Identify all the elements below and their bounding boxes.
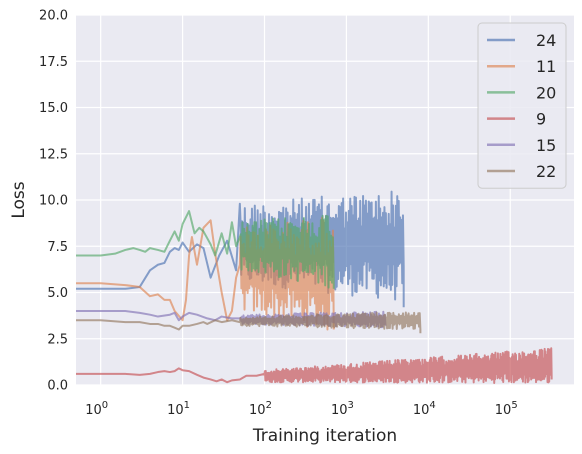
y-tick-label: 12.5 xyxy=(39,147,68,162)
y-axis-label: Loss xyxy=(9,181,29,218)
series-line-20 xyxy=(76,210,335,289)
y-axis-ticks: 0.0 2.5 5.0 7.5 10.0 12.5 15.0 17.5 20.0 xyxy=(39,9,68,394)
legend: 24 11 20 9 15 22 xyxy=(477,22,567,189)
y-tick-label: 10.0 xyxy=(39,194,68,209)
y-tick-label: 2.5 xyxy=(47,332,68,347)
legend-label: 22 xyxy=(536,162,556,181)
legend-label: 20 xyxy=(536,83,556,102)
series-line-22 xyxy=(76,311,422,334)
x-tick-label: 101 xyxy=(167,400,190,418)
legend-label: 24 xyxy=(536,31,556,50)
legend-label: 15 xyxy=(536,136,556,155)
x-axis-label: Training iteration xyxy=(252,426,397,446)
series-line-9 xyxy=(76,347,553,384)
x-tick-label: 102 xyxy=(249,400,272,418)
x-tick-label: 104 xyxy=(413,400,436,418)
legend-box xyxy=(477,22,567,189)
x-axis-ticks: 100 101 102 103 104 105 xyxy=(85,400,518,418)
y-tick-label: 20.0 xyxy=(39,9,68,24)
y-tick-label: 0.0 xyxy=(47,379,68,394)
y-tick-label: 7.5 xyxy=(47,240,68,255)
x-tick-label: 105 xyxy=(495,400,518,418)
x-tick-label: 103 xyxy=(331,400,354,418)
x-tick-label: 100 xyxy=(85,400,108,418)
legend-label: 9 xyxy=(536,110,546,129)
legend-label: 11 xyxy=(536,57,556,76)
y-tick-label: 5.0 xyxy=(47,286,68,301)
y-tick-label: 17.5 xyxy=(39,55,68,70)
y-tick-label: 15.0 xyxy=(39,101,68,116)
series-lines xyxy=(76,190,553,384)
